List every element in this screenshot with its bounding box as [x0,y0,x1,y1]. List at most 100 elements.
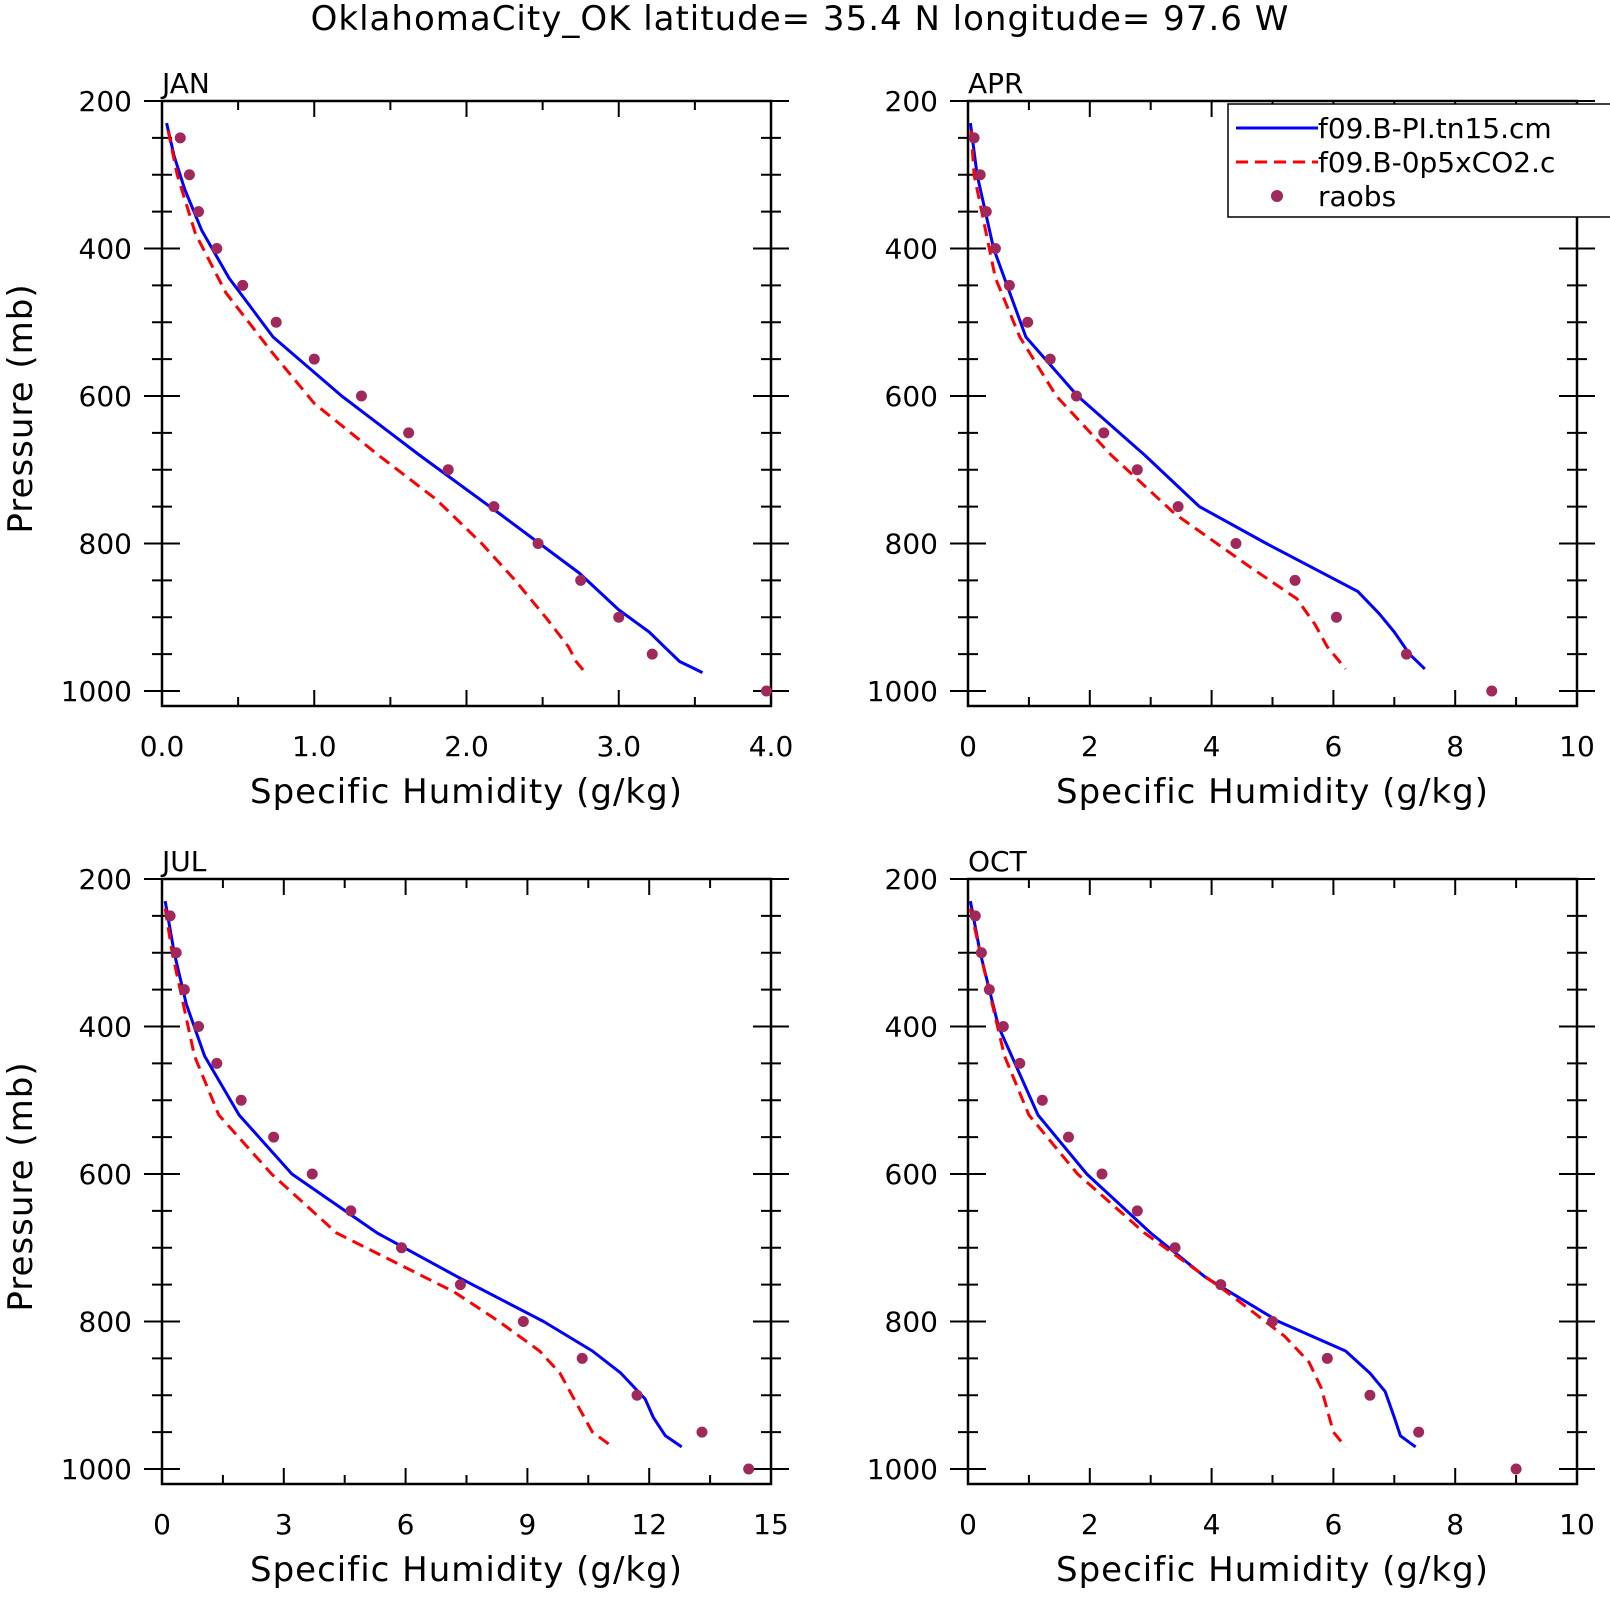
x-axis-title: Specific Humidity (g/kg) [1056,772,1489,812]
raobs-point [1267,1316,1278,1327]
raobs-point [211,1057,223,1069]
y-tick-label: 800 [79,1306,132,1339]
x-tick-label: 2.0 [444,730,489,763]
x-tick-label: 2 [1081,1508,1099,1541]
y-tick-label: 1000 [61,675,132,708]
x-tick-label: 0.0 [140,730,185,763]
raobs-point [345,1205,357,1217]
series-line-pi [163,900,683,1449]
raobs-point [1022,316,1034,328]
raobs-point [1486,685,1498,697]
raobs-point [442,464,454,476]
y-tick-label: 600 [79,1158,132,1191]
raobs-point [532,538,544,549]
raobs-point [1014,1057,1026,1069]
raobs-point [1330,611,1342,623]
raobs-point [1413,1426,1425,1438]
raobs-point [1098,427,1110,439]
x-tick-label: 3 [275,1508,293,1541]
raobs-point [1510,1463,1522,1475]
raobs-point [1169,1242,1181,1254]
raobs-point [268,1131,280,1143]
raobs-point [989,243,1001,254]
x-tick-label: 3.0 [596,730,641,763]
raobs-point [983,984,995,996]
raobs-point [997,1021,1009,1032]
raobs-point [1230,538,1242,549]
legend-label-series1: f09.B-PI.tn15.cm [1318,112,1552,145]
y-tick-label: 600 [885,380,938,413]
plot-frame [160,877,773,1486]
raobs-point [576,1352,588,1364]
raobs-point [308,353,320,365]
raobs-point [235,1094,247,1106]
x-axis-title: Specific Humidity (g/kg) [250,772,683,812]
raobs-point [1044,353,1056,365]
y-tick-label: 800 [79,528,132,561]
x-tick-label: 10 [1559,730,1595,763]
raobs-point [1172,501,1184,513]
x-tick-label: 6 [397,1508,415,1541]
x-tick-label: 10 [1559,1508,1595,1541]
raobs-point [1131,464,1143,476]
series-line-0p5xco2 [166,130,587,674]
raobs-point [403,427,415,439]
raobs-point [1036,1094,1048,1106]
y-tick-label: 200 [885,85,938,118]
y-tick-label: 200 [79,85,132,118]
x-tick-label: 4 [1203,1508,1221,1541]
raobs-point [517,1316,529,1327]
panel-label: APR [968,67,1024,100]
raobs-point [270,316,282,328]
x-tick-label: 4.0 [749,730,794,763]
y-tick-label: 200 [885,863,938,896]
series-line-0p5xco2 [969,130,1347,670]
raobs-point [1364,1389,1376,1401]
y-tick-label: 400 [79,1011,132,1044]
panel-label: OCT [968,845,1028,878]
y-axis-title: Pressure (mb) [1,283,41,533]
raobs-point [1400,648,1412,660]
x-tick-label: 6 [1324,1508,1342,1541]
legend-label-series2: f09.B-0p5xCO2.c [1318,146,1555,179]
raobs-point [980,206,992,218]
x-tick-label: 8 [1446,730,1464,763]
x-tick-label: 0 [959,730,977,763]
y-tick-label: 1000 [867,675,938,708]
y-tick-label: 800 [885,1306,938,1339]
raobs-point [164,910,176,922]
raobs-point [696,1426,708,1438]
legend-label-raobs: raobs [1318,180,1396,213]
raobs-point [174,132,186,144]
x-tick-label: 12 [631,1508,667,1541]
raobs-point [1289,574,1301,586]
y-tick-label: 1000 [61,1453,132,1486]
raobs-point [1096,1168,1108,1180]
x-tick-label: 0 [959,1508,977,1541]
raobs-point [237,279,249,291]
raobs-point [631,1389,643,1401]
raobs-point [488,501,500,513]
figure-title: OklahomaCity_OK latitude= 35.4 N longitu… [311,0,1290,39]
plot-frame [966,877,1579,1486]
series-line-0p5xco2 [968,908,1347,1448]
raobs-point [1003,279,1015,291]
raobs-point [178,984,190,996]
raobs-point [575,574,587,586]
raobs-point [1070,390,1082,402]
plot-frame [160,99,773,708]
x-tick-label: 0 [153,1508,171,1541]
raobs-point [969,910,981,922]
raobs-point [968,132,980,144]
y-tick-label: 600 [885,1158,938,1191]
y-tick-label: 400 [885,1011,938,1044]
y-tick-label: 200 [79,863,132,896]
y-tick-label: 400 [79,233,132,266]
series-line-pi [165,122,704,674]
raobs-point [396,1242,408,1254]
raobs-point [170,947,182,959]
panel-label: JUL [160,845,207,878]
raobs-point [974,169,986,181]
